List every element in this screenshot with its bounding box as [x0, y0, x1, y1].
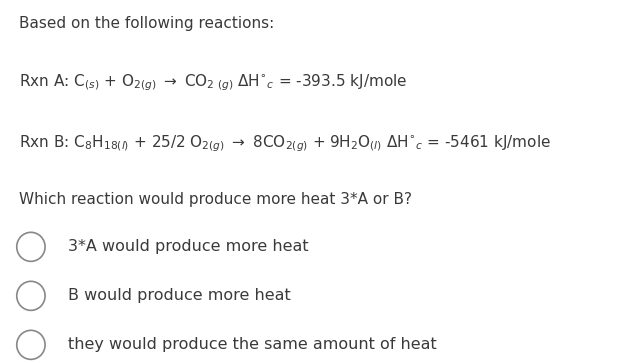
Text: Which reaction would produce more heat 3*A or B?: Which reaction would produce more heat 3…: [19, 192, 412, 207]
Text: Based on the following reactions:: Based on the following reactions:: [19, 16, 274, 31]
Text: Rxn A: C$_{(s)}$ + O$_{2(g)}$ $\rightarrow$ CO$_{2\ (g)}$ $\Delta$H$^{\circ}$$_{: Rxn A: C$_{(s)}$ + O$_{2(g)}$ $\rightarr…: [19, 73, 408, 93]
Text: 3*A would produce more heat: 3*A would produce more heat: [68, 239, 308, 254]
Text: they would produce the same amount of heat: they would produce the same amount of he…: [68, 337, 437, 352]
Text: Rxn B: C$_{8}$H$_{18(l)}$ + 25/2 O$_{2(g)}$ $\rightarrow$ 8CO$_{2(g)}$ + 9H$_{2}: Rxn B: C$_{8}$H$_{18(l)}$ + 25/2 O$_{2(g…: [19, 133, 551, 154]
Text: B would produce more heat: B would produce more heat: [68, 288, 290, 303]
